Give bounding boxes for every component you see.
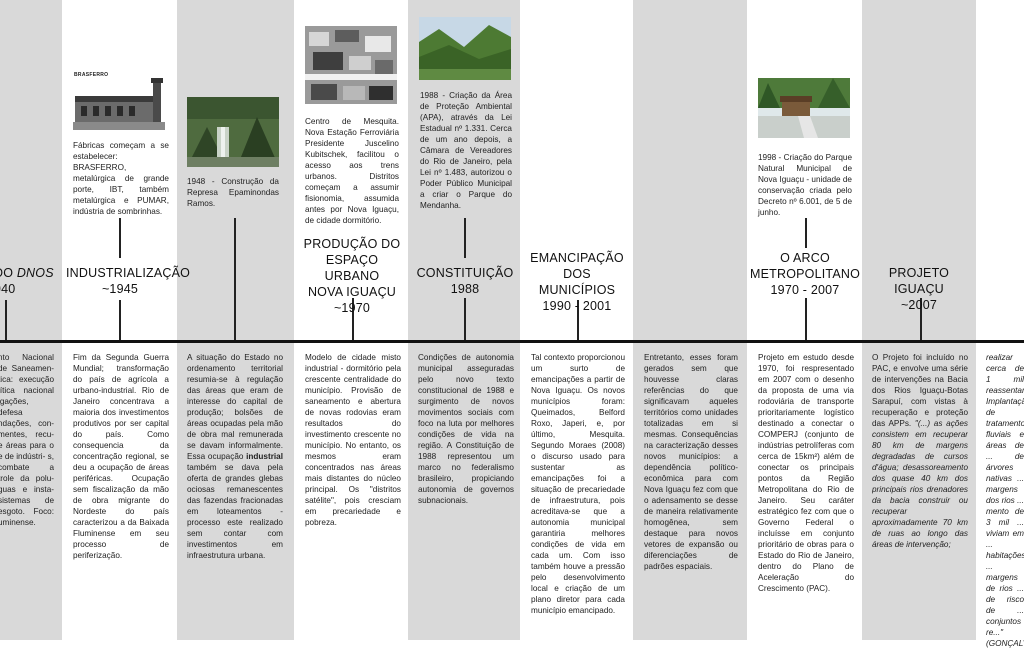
event-title-line: MUNICÍPIOS	[538, 283, 616, 297]
event-title-line: CONSTITUIÇÃO	[416, 266, 514, 280]
event-caption-constituicao: 1988 - Criação da Área de Proteção Ambie…	[420, 91, 512, 210]
body-text: também se dava pela oferta de grandes gl…	[187, 463, 283, 560]
event-title-line: PRODUÇÃO DO	[303, 237, 401, 251]
event-body-espaco-urbano: Modelo de cidade misto industrial - dorm…	[305, 353, 401, 527]
event-title-arco: O ARCO METROPOLITANO 1970 - 2007	[750, 250, 860, 298]
body-text: A situação do Estado no ordenamento terr…	[187, 353, 283, 461]
timeline-tick	[805, 298, 807, 340]
column-bg-1	[0, 0, 62, 640]
event-title-constituicao: CONSTITUIÇÃO 1988	[410, 265, 520, 297]
event-title-line: 1990 - 2001	[542, 299, 612, 313]
photo-centro-mesquita	[305, 26, 397, 104]
event-title-industrializacao: INDUSTRIALIZAÇÃO ~1945	[66, 265, 191, 297]
event-caption-industrializacao: Fábricas começam a se estabelecer: BRASF…	[73, 141, 169, 216]
event-title-line: 1988	[450, 282, 480, 296]
event-body-emancipacao: Tal contexto proporcionou um surto de em…	[531, 353, 625, 615]
event-title-line: 940	[0, 282, 16, 296]
event-title-line: INDUSTRIALIZAÇÃO	[66, 266, 191, 280]
photo-apa-landscape	[419, 17, 511, 80]
body-text: O Projeto foi incluído no PAC, e envolve…	[872, 353, 968, 428]
event-title-line: DO DNOS	[0, 265, 54, 281]
timeline-tick	[352, 298, 354, 340]
event-title-projeto-iguacu: PROJETO IGUAÇU ~2007	[864, 265, 974, 313]
event-title-espaco-urbano: PRODUÇÃO DO ESPAÇO URBANO NOVA IGUAÇU ~1…	[298, 236, 406, 316]
photo-brasferro-factory	[73, 76, 165, 130]
title-text: DO DNOS	[0, 266, 54, 280]
event-body-projeto-iguacu: O Projeto foi incluído no PAC, e envolve…	[872, 352, 968, 550]
event-caption-arco: 1998 - Criação do Parque Natural Municip…	[758, 153, 852, 217]
event-body-industrializacao: Fim da Segunda Guerra Mundial; transform…	[73, 353, 169, 560]
event-body-final: realizar cerca de 1 mil reassentamentos;…	[986, 353, 1024, 648]
event-caption-represa: 1948 - Construção da Represa Epaminondas…	[187, 177, 279, 208]
event-title-line: PROJETO IGUAÇU	[888, 266, 950, 296]
column-bg-10	[976, 0, 1024, 640]
body-bold-text: industrial	[246, 452, 283, 461]
event-title-line: 1970 - 2007	[770, 283, 840, 297]
column-bg-7	[633, 0, 747, 640]
timeline-tick	[119, 300, 121, 340]
event-title-dnos: DO DNOS 940	[0, 265, 54, 297]
photo-represa	[187, 97, 279, 167]
event-body-arco: Projeto em estudo desde 1970, foi respre…	[758, 353, 854, 593]
timeline-tick	[464, 298, 466, 340]
event-title-line: ~1970	[333, 301, 371, 315]
timeline-tick	[577, 300, 579, 340]
timeline-tick	[234, 218, 236, 340]
timeline-tick	[464, 218, 466, 258]
event-body-dnos: nto Nacional de Saneamen- tica: execução…	[0, 353, 54, 527]
photo-label: BRASFERRO	[74, 72, 109, 78]
timeline-tick	[5, 300, 7, 340]
timeline-tick	[805, 218, 807, 248]
event-title-line: O ARCO	[780, 251, 830, 265]
column-bg-4	[294, 0, 408, 640]
event-title-line: METROPOLITANO	[750, 267, 861, 281]
title-italic-text: DNOS	[16, 266, 54, 280]
timeline-axis	[0, 340, 1024, 343]
event-body-constituicao: Condições de autonomia municipal assegur…	[418, 353, 514, 505]
event-title-emancipacao: EMANCIPAÇÃO DOS MUNICÍPIOS 1990 - 2001	[522, 250, 632, 314]
timeline-tick	[920, 298, 922, 340]
column-bg-9	[862, 0, 976, 640]
event-title-line: ESPAÇO URBANO	[324, 253, 380, 283]
photo-parque-natural	[758, 78, 850, 138]
event-title-line: ~1945	[101, 282, 139, 296]
event-body-entretanto: Entretanto, esses foram gerados sem que …	[644, 353, 738, 571]
event-body-represa: A situação do Estado no ordenamento terr…	[187, 352, 283, 561]
event-title-line: NOVA IGUAÇU	[307, 285, 397, 299]
body-italic-text: "(...) as ações consistem em recuperar 8…	[872, 419, 968, 549]
event-title-line: ~2007	[900, 298, 938, 312]
event-caption-espaco-urbano: Centro de Mesquita. Nova Estação Ferrovi…	[305, 117, 399, 225]
timeline-tick	[119, 218, 121, 258]
event-title-line: EMANCIPAÇÃO DOS	[530, 251, 624, 281]
column-bg-6	[520, 0, 633, 640]
